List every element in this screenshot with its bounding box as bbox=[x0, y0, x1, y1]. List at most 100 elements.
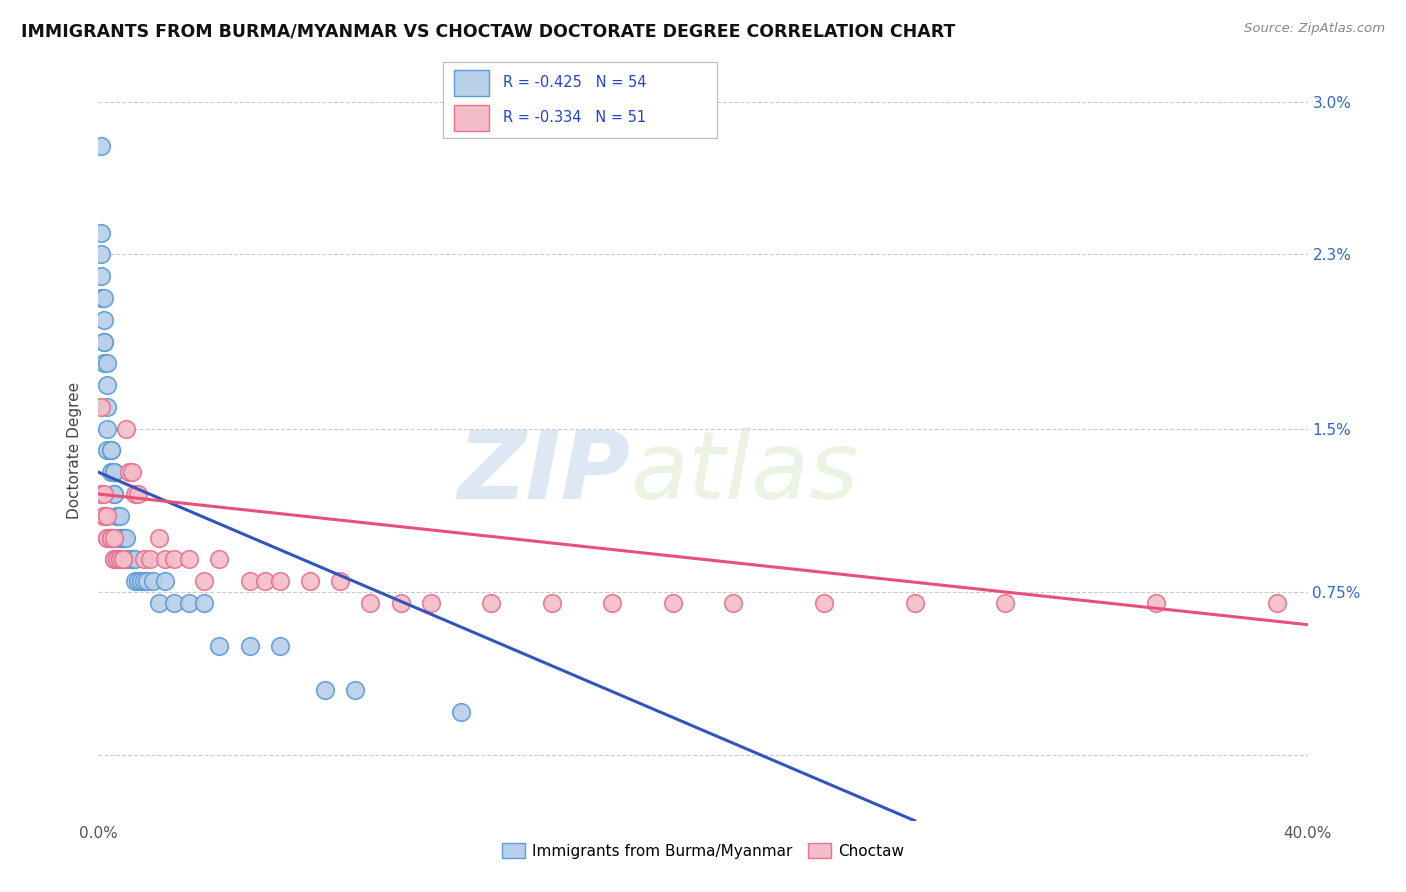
Text: IMMIGRANTS FROM BURMA/MYANMAR VS CHOCTAW DOCTORATE DEGREE CORRELATION CHART: IMMIGRANTS FROM BURMA/MYANMAR VS CHOCTAW… bbox=[21, 22, 956, 40]
Point bbox=[420, 596, 443, 610]
FancyBboxPatch shape bbox=[454, 70, 489, 95]
Point bbox=[813, 596, 835, 610]
Point bbox=[1267, 596, 1289, 610]
Point bbox=[103, 487, 125, 501]
Point bbox=[114, 552, 136, 566]
Point bbox=[96, 422, 118, 436]
Point bbox=[93, 334, 115, 349]
Point bbox=[139, 552, 162, 566]
Point bbox=[105, 508, 128, 523]
Point bbox=[96, 356, 118, 370]
Legend: Immigrants from Burma/Myanmar, Choctaw: Immigrants from Burma/Myanmar, Choctaw bbox=[495, 837, 911, 865]
Point bbox=[1144, 596, 1167, 610]
Point bbox=[239, 640, 262, 654]
Point bbox=[142, 574, 165, 588]
Point bbox=[540, 596, 562, 610]
Y-axis label: Doctorate Degree: Doctorate Degree bbox=[67, 382, 83, 519]
Text: R = -0.425   N = 54: R = -0.425 N = 54 bbox=[503, 76, 647, 90]
Point bbox=[100, 443, 122, 458]
Point bbox=[163, 552, 186, 566]
Point bbox=[90, 487, 112, 501]
Point bbox=[118, 552, 141, 566]
Point bbox=[105, 552, 128, 566]
Point bbox=[90, 269, 112, 284]
Point bbox=[100, 531, 122, 545]
Point bbox=[103, 552, 125, 566]
Point bbox=[100, 465, 122, 479]
Point bbox=[127, 574, 149, 588]
Point bbox=[93, 313, 115, 327]
Point bbox=[90, 400, 112, 414]
Point bbox=[114, 422, 136, 436]
Point bbox=[329, 574, 352, 588]
Point bbox=[389, 596, 412, 610]
Point bbox=[121, 465, 143, 479]
Point bbox=[103, 531, 125, 545]
Point bbox=[96, 378, 118, 392]
Point bbox=[93, 487, 115, 501]
Point bbox=[96, 531, 118, 545]
Point bbox=[111, 531, 134, 545]
Point bbox=[108, 552, 131, 566]
Point bbox=[450, 705, 472, 719]
Point bbox=[179, 596, 201, 610]
Point bbox=[124, 574, 146, 588]
Point bbox=[135, 574, 157, 588]
Point bbox=[93, 356, 115, 370]
Point bbox=[239, 574, 262, 588]
Point bbox=[148, 596, 170, 610]
Point bbox=[103, 552, 125, 566]
Point bbox=[124, 552, 146, 566]
Point bbox=[111, 552, 134, 566]
Point bbox=[93, 334, 115, 349]
Point bbox=[129, 574, 152, 588]
Point bbox=[481, 596, 503, 610]
Point bbox=[121, 552, 143, 566]
Point bbox=[723, 596, 745, 610]
Point bbox=[105, 531, 128, 545]
Point bbox=[193, 596, 215, 610]
Point bbox=[208, 640, 231, 654]
Point bbox=[179, 552, 201, 566]
Point bbox=[253, 574, 276, 588]
Point bbox=[904, 596, 927, 610]
Text: R = -0.334   N = 51: R = -0.334 N = 51 bbox=[503, 111, 647, 125]
Text: ZIP: ZIP bbox=[457, 426, 630, 518]
Point bbox=[124, 487, 146, 501]
Point bbox=[108, 508, 131, 523]
Point bbox=[994, 596, 1017, 610]
Point bbox=[111, 552, 134, 566]
Point bbox=[96, 400, 118, 414]
Point bbox=[163, 596, 186, 610]
Point bbox=[602, 596, 624, 610]
Point bbox=[208, 552, 231, 566]
Point bbox=[108, 531, 131, 545]
Point bbox=[96, 443, 118, 458]
Point bbox=[93, 508, 115, 523]
Point bbox=[148, 531, 170, 545]
Point bbox=[153, 574, 176, 588]
Text: atlas: atlas bbox=[630, 427, 859, 518]
Point bbox=[111, 552, 134, 566]
Point bbox=[105, 508, 128, 523]
Point bbox=[299, 574, 322, 588]
Point bbox=[96, 508, 118, 523]
Point bbox=[100, 443, 122, 458]
Point bbox=[127, 487, 149, 501]
Point bbox=[344, 683, 367, 698]
Point bbox=[103, 465, 125, 479]
Point bbox=[103, 487, 125, 501]
Point bbox=[314, 683, 336, 698]
Point bbox=[132, 552, 155, 566]
Point bbox=[100, 531, 122, 545]
Point bbox=[661, 596, 683, 610]
Point bbox=[118, 465, 141, 479]
Point bbox=[108, 531, 131, 545]
Point bbox=[153, 552, 176, 566]
Point bbox=[93, 508, 115, 523]
Point bbox=[90, 291, 112, 305]
Point bbox=[96, 531, 118, 545]
Point bbox=[193, 574, 215, 588]
Point bbox=[269, 574, 291, 588]
Point bbox=[111, 531, 134, 545]
